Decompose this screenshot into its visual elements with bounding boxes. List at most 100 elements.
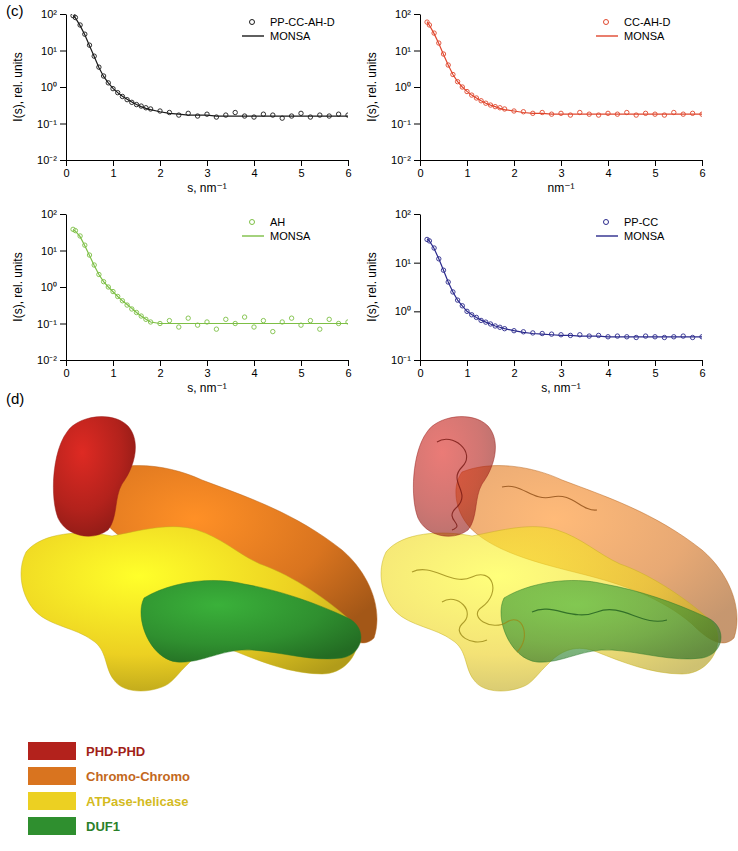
data-point (643, 111, 647, 115)
x-tick: 3 (558, 160, 564, 179)
x-tick-mark (514, 360, 515, 366)
x-tick-label: 2 (511, 367, 517, 379)
legend-label: MONSA (270, 230, 311, 242)
legend-marker (250, 20, 255, 25)
legend: AH MONSA (242, 216, 311, 242)
x-tick: 4 (605, 360, 611, 379)
plot-area (425, 237, 702, 339)
y-tick: 10¹ (41, 45, 66, 57)
y-tick-label: 10⁻² (37, 354, 57, 366)
data-point (662, 113, 666, 117)
data-point (690, 335, 694, 339)
y-tick-mark (60, 14, 66, 15)
x-tick-mark (160, 160, 161, 166)
model-legend: PHD-PHDChromo-ChromoATPase-helicaseDUF1 (28, 742, 190, 835)
domain-surface (53, 417, 135, 537)
data-point (224, 317, 228, 321)
chart: 012345610⁻¹10⁰10¹10²s, nm⁻¹I(s), rel. un… (365, 208, 706, 395)
legend: CC-AH-D MONSA (596, 16, 670, 42)
y-tick: 10⁻¹ (37, 318, 66, 330)
backbone-ribbon (442, 599, 487, 642)
chart: 012345610⁻²10⁻¹10⁰10¹10²s, nm⁻¹I(s), rel… (11, 208, 352, 395)
plot-area (425, 20, 702, 117)
legend-line (242, 235, 264, 236)
y-tick-label: 10⁻¹ (37, 118, 57, 130)
x-tick-mark (561, 360, 562, 366)
y-tick-label: 10¹ (41, 245, 57, 257)
y-tick-label: 10¹ (41, 45, 57, 57)
y-tick-mark (60, 51, 66, 52)
legend-marker (250, 220, 255, 225)
data-point (186, 316, 190, 320)
y-tick-label: 10¹ (395, 45, 411, 57)
y-tick: 10⁰ (41, 281, 66, 293)
fit-line (427, 239, 702, 337)
model-legend-entry: PHD-PHD (28, 742, 145, 760)
x-tick-label: 4 (605, 167, 611, 179)
y-tick-mark (414, 51, 420, 52)
data-point (568, 113, 572, 117)
x-tick-label: 4 (251, 167, 257, 179)
panel-label: (d) (6, 390, 24, 407)
x-tick-label: 3 (558, 167, 564, 179)
y-tick: 10⁰ (395, 81, 420, 93)
data-point (327, 317, 331, 321)
x-tick-label: 2 (511, 167, 517, 179)
y-tick: 10² (41, 8, 66, 20)
y-tick-mark (414, 14, 420, 15)
x-tick-label: 0 (63, 367, 69, 379)
x-tick-label: 6 (699, 367, 705, 379)
x-tick: 1 (110, 360, 116, 379)
x-tick-label: 6 (699, 167, 705, 179)
y-tick: 10² (395, 8, 420, 20)
y-tick-label: 10⁰ (395, 81, 411, 93)
x-tick-mark (467, 160, 468, 166)
data-point (596, 113, 600, 117)
x-tick: 4 (251, 360, 257, 379)
legend-label: MONSA (624, 30, 665, 42)
x-tick-label: 3 (204, 167, 210, 179)
x-axis: 0123456 (417, 160, 705, 179)
y-tick-label: 10⁰ (41, 281, 57, 293)
y-tick: 10⁻¹ (391, 354, 420, 366)
x-tick-label: 2 (157, 167, 163, 179)
surface-model (21, 417, 377, 691)
x-tick-mark (608, 360, 609, 366)
legend-label: CC-AH-D (624, 16, 670, 28)
y-axis: 10⁻² 10⁻¹ 10⁰ 10¹ 10² (37, 208, 66, 366)
x-tick: 3 (204, 360, 210, 379)
legend-entry: AH (250, 216, 286, 228)
y-tick: 10⁻² (391, 154, 420, 166)
x-axis-title: s, nm⁻¹ (187, 381, 227, 395)
x-tick: 4 (251, 160, 257, 179)
x-tick: 4 (605, 160, 611, 179)
data-point (643, 334, 647, 338)
data-point (271, 329, 275, 333)
plot-area (71, 227, 348, 334)
data-point (233, 110, 237, 114)
x-tick-mark (160, 360, 161, 366)
x-tick-mark (702, 360, 703, 366)
x-tick-mark (655, 360, 656, 366)
y-tick: 10² (41, 208, 66, 220)
x-tick: 6 (699, 160, 705, 179)
data-point (167, 318, 171, 322)
y-tick-mark (60, 360, 66, 361)
x-tick: 2 (511, 360, 517, 379)
y-axis-title: I(s), rel. units (11, 52, 25, 121)
fit-line (73, 15, 348, 116)
x-tick: 3 (204, 160, 210, 179)
x-tick-mark (608, 160, 609, 166)
data-point (634, 335, 638, 339)
fit-line (73, 230, 348, 324)
data-points (425, 237, 702, 339)
x-tick-label: 6 (345, 167, 351, 179)
y-axis-title: I(s), rel. units (365, 252, 379, 321)
x-tick-label: 6 (345, 367, 351, 379)
x-tick: 5 (652, 360, 658, 379)
y-tick-mark (60, 287, 66, 288)
x-tick-label: 5 (298, 167, 304, 179)
x-axis-title: nm⁻¹ (548, 181, 575, 195)
data-point (559, 111, 563, 115)
y-axis-line (66, 15, 67, 161)
